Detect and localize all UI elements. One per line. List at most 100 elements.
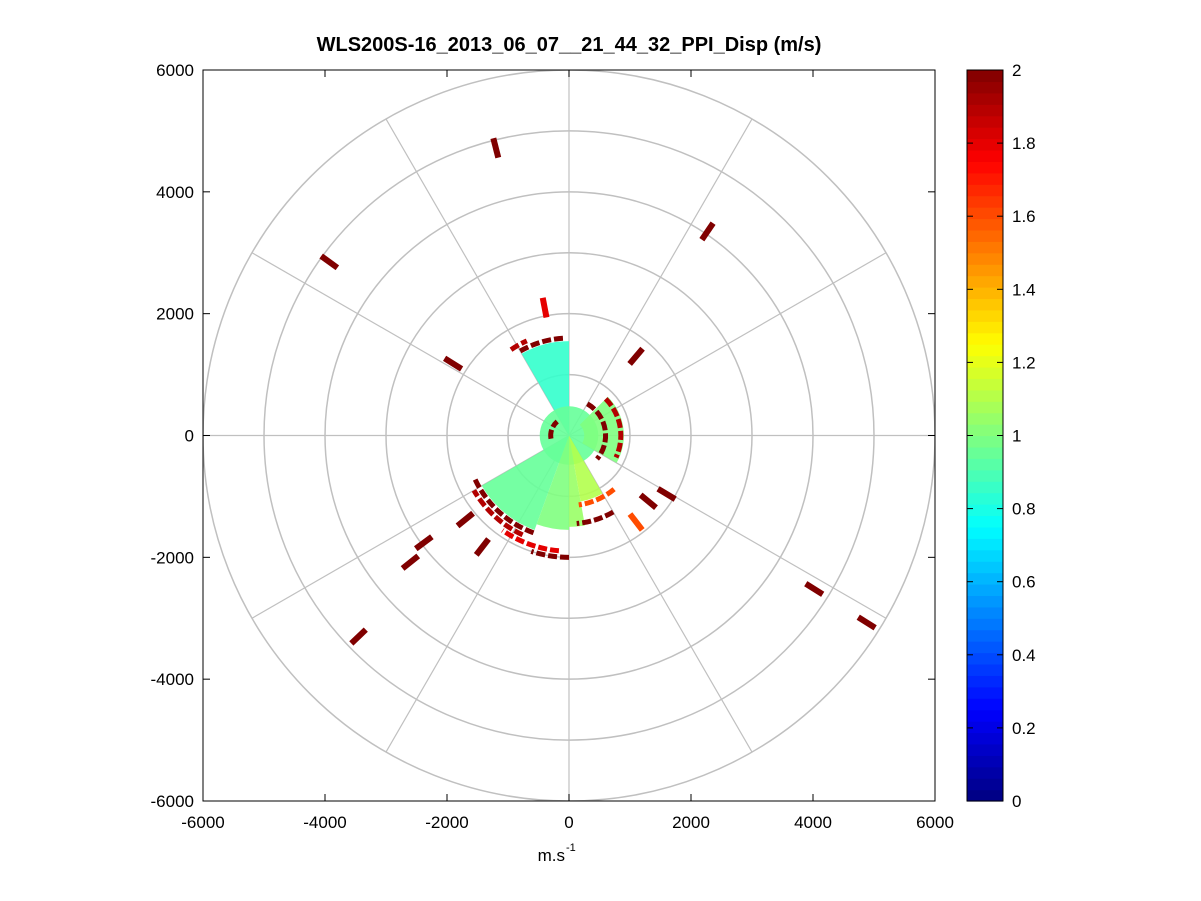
data-point-13 [627,346,645,366]
colorbar-step [967,504,1003,517]
colorbar-step [967,92,1003,105]
colorbar-step [967,583,1003,597]
x-tick-label: 2000 [672,813,710,832]
colorbar-step [967,298,1003,311]
colorbar-step [967,207,1003,220]
colorbar-step [967,115,1003,128]
colorbar-step [967,778,1003,791]
colorbar-step [967,127,1003,140]
colorbar-tick-label: 1.2 [1012,353,1036,372]
colorbar-step [967,515,1003,528]
data-point-12 [539,297,550,318]
data-arc-8 [576,509,615,526]
colorbar-step [967,344,1003,357]
data-point-2 [319,253,340,271]
colorbar-tick-label: 0.4 [1012,646,1036,665]
x-tick-label: 4000 [794,813,832,832]
y-tick-label: 2000 [156,305,194,324]
colorbar-step [967,412,1003,425]
y-tick-label: 4000 [156,183,194,202]
colorbar-step [967,549,1003,562]
colorbar-step [967,161,1003,174]
data-point-5 [413,534,434,552]
data-point-3 [699,221,716,242]
y-tick-label: -2000 [151,548,194,567]
colorbar-step [967,686,1003,699]
colorbar-tick-label: 0.6 [1012,573,1036,592]
colorbar-step [967,70,1003,83]
y-tick-label: -6000 [151,792,194,811]
grid-spoke-30 [568,118,753,436]
colorbar-step [967,138,1003,151]
colorbar-gradient [967,70,1003,802]
colorbar-step [967,446,1003,459]
data-point-14 [638,492,658,510]
data-arc-7 [578,487,616,508]
colorbar-step [967,766,1003,779]
colorbar-step [967,732,1003,745]
x-tick-label: 6000 [916,813,954,832]
x-axis-label-superscript: -1 [566,842,576,854]
colorbar-step [967,229,1003,242]
colorbar-step [967,606,1003,619]
colorbar-step [967,721,1003,734]
colorbar-tick-label: 1.8 [1012,134,1036,153]
colorbar-step [967,572,1003,585]
data-point-10 [473,537,491,557]
polar-grid [203,70,935,801]
data-point-1 [490,137,502,159]
data-arc-3 [501,528,560,554]
data-sector-3 [481,435,569,530]
colorbar-step [967,435,1003,448]
colorbar-step [967,492,1003,505]
chart-title: WLS200S-16_2013_06_07__21_44_32_PPI_Disp… [317,34,822,56]
data-point-4 [443,355,464,372]
data-point-7 [349,627,368,646]
colorbar-step [967,698,1003,711]
grid-spoke-240 [251,434,570,619]
grid-spoke-60 [568,252,887,437]
colorbar-step [967,538,1003,551]
colorbar-step [967,355,1003,368]
data-point-11 [455,510,475,529]
colorbar-step [967,332,1003,345]
colorbar-step [967,184,1003,197]
x-tick-label: -6000 [181,813,224,832]
colorbar-step [967,469,1003,482]
radial-data [319,137,877,646]
colorbar-step [967,789,1003,802]
colorbar-step [967,641,1003,654]
data-sector-6 [569,435,603,502]
colorbar-step [967,104,1003,117]
colorbar-step [967,755,1003,768]
colorbar-step [967,663,1003,676]
y-tick-label: -4000 [151,670,194,689]
data-point-6 [400,553,421,571]
colorbar-tick-label: 0.2 [1012,719,1036,738]
colorbar-tick-label: 1.6 [1012,207,1036,226]
data-arc-10 [603,397,624,459]
axes: -6000 -4000 -2000 0 2000 4000 6000 6000 4000 2000… [151,61,954,832]
colorbar-step [967,264,1003,277]
data-arc-4 [530,548,570,560]
data-sector-4 [536,435,569,530]
data-arc-11 [548,419,559,440]
grid-spoke-150 [568,435,753,753]
colorbar-step [967,195,1003,208]
colorbar-step [967,526,1003,539]
colorbar-step [967,149,1003,162]
x-tick-label: -4000 [303,813,346,832]
y-tick-label: 6000 [156,61,194,80]
data-point-16 [656,486,677,502]
colorbar-tick-label: 0.8 [1012,500,1036,519]
data-arc-2 [471,489,524,538]
colorbar-step [967,218,1003,231]
colorbar-step [967,287,1003,300]
data-point-9 [856,614,877,631]
colorbar-step [967,309,1003,322]
colorbar-tick-label: 2 [1012,61,1021,80]
data-point-15 [627,512,645,532]
colorbar-step [967,424,1003,437]
data-arc-9 [585,401,609,461]
colorbar-step [967,561,1003,574]
